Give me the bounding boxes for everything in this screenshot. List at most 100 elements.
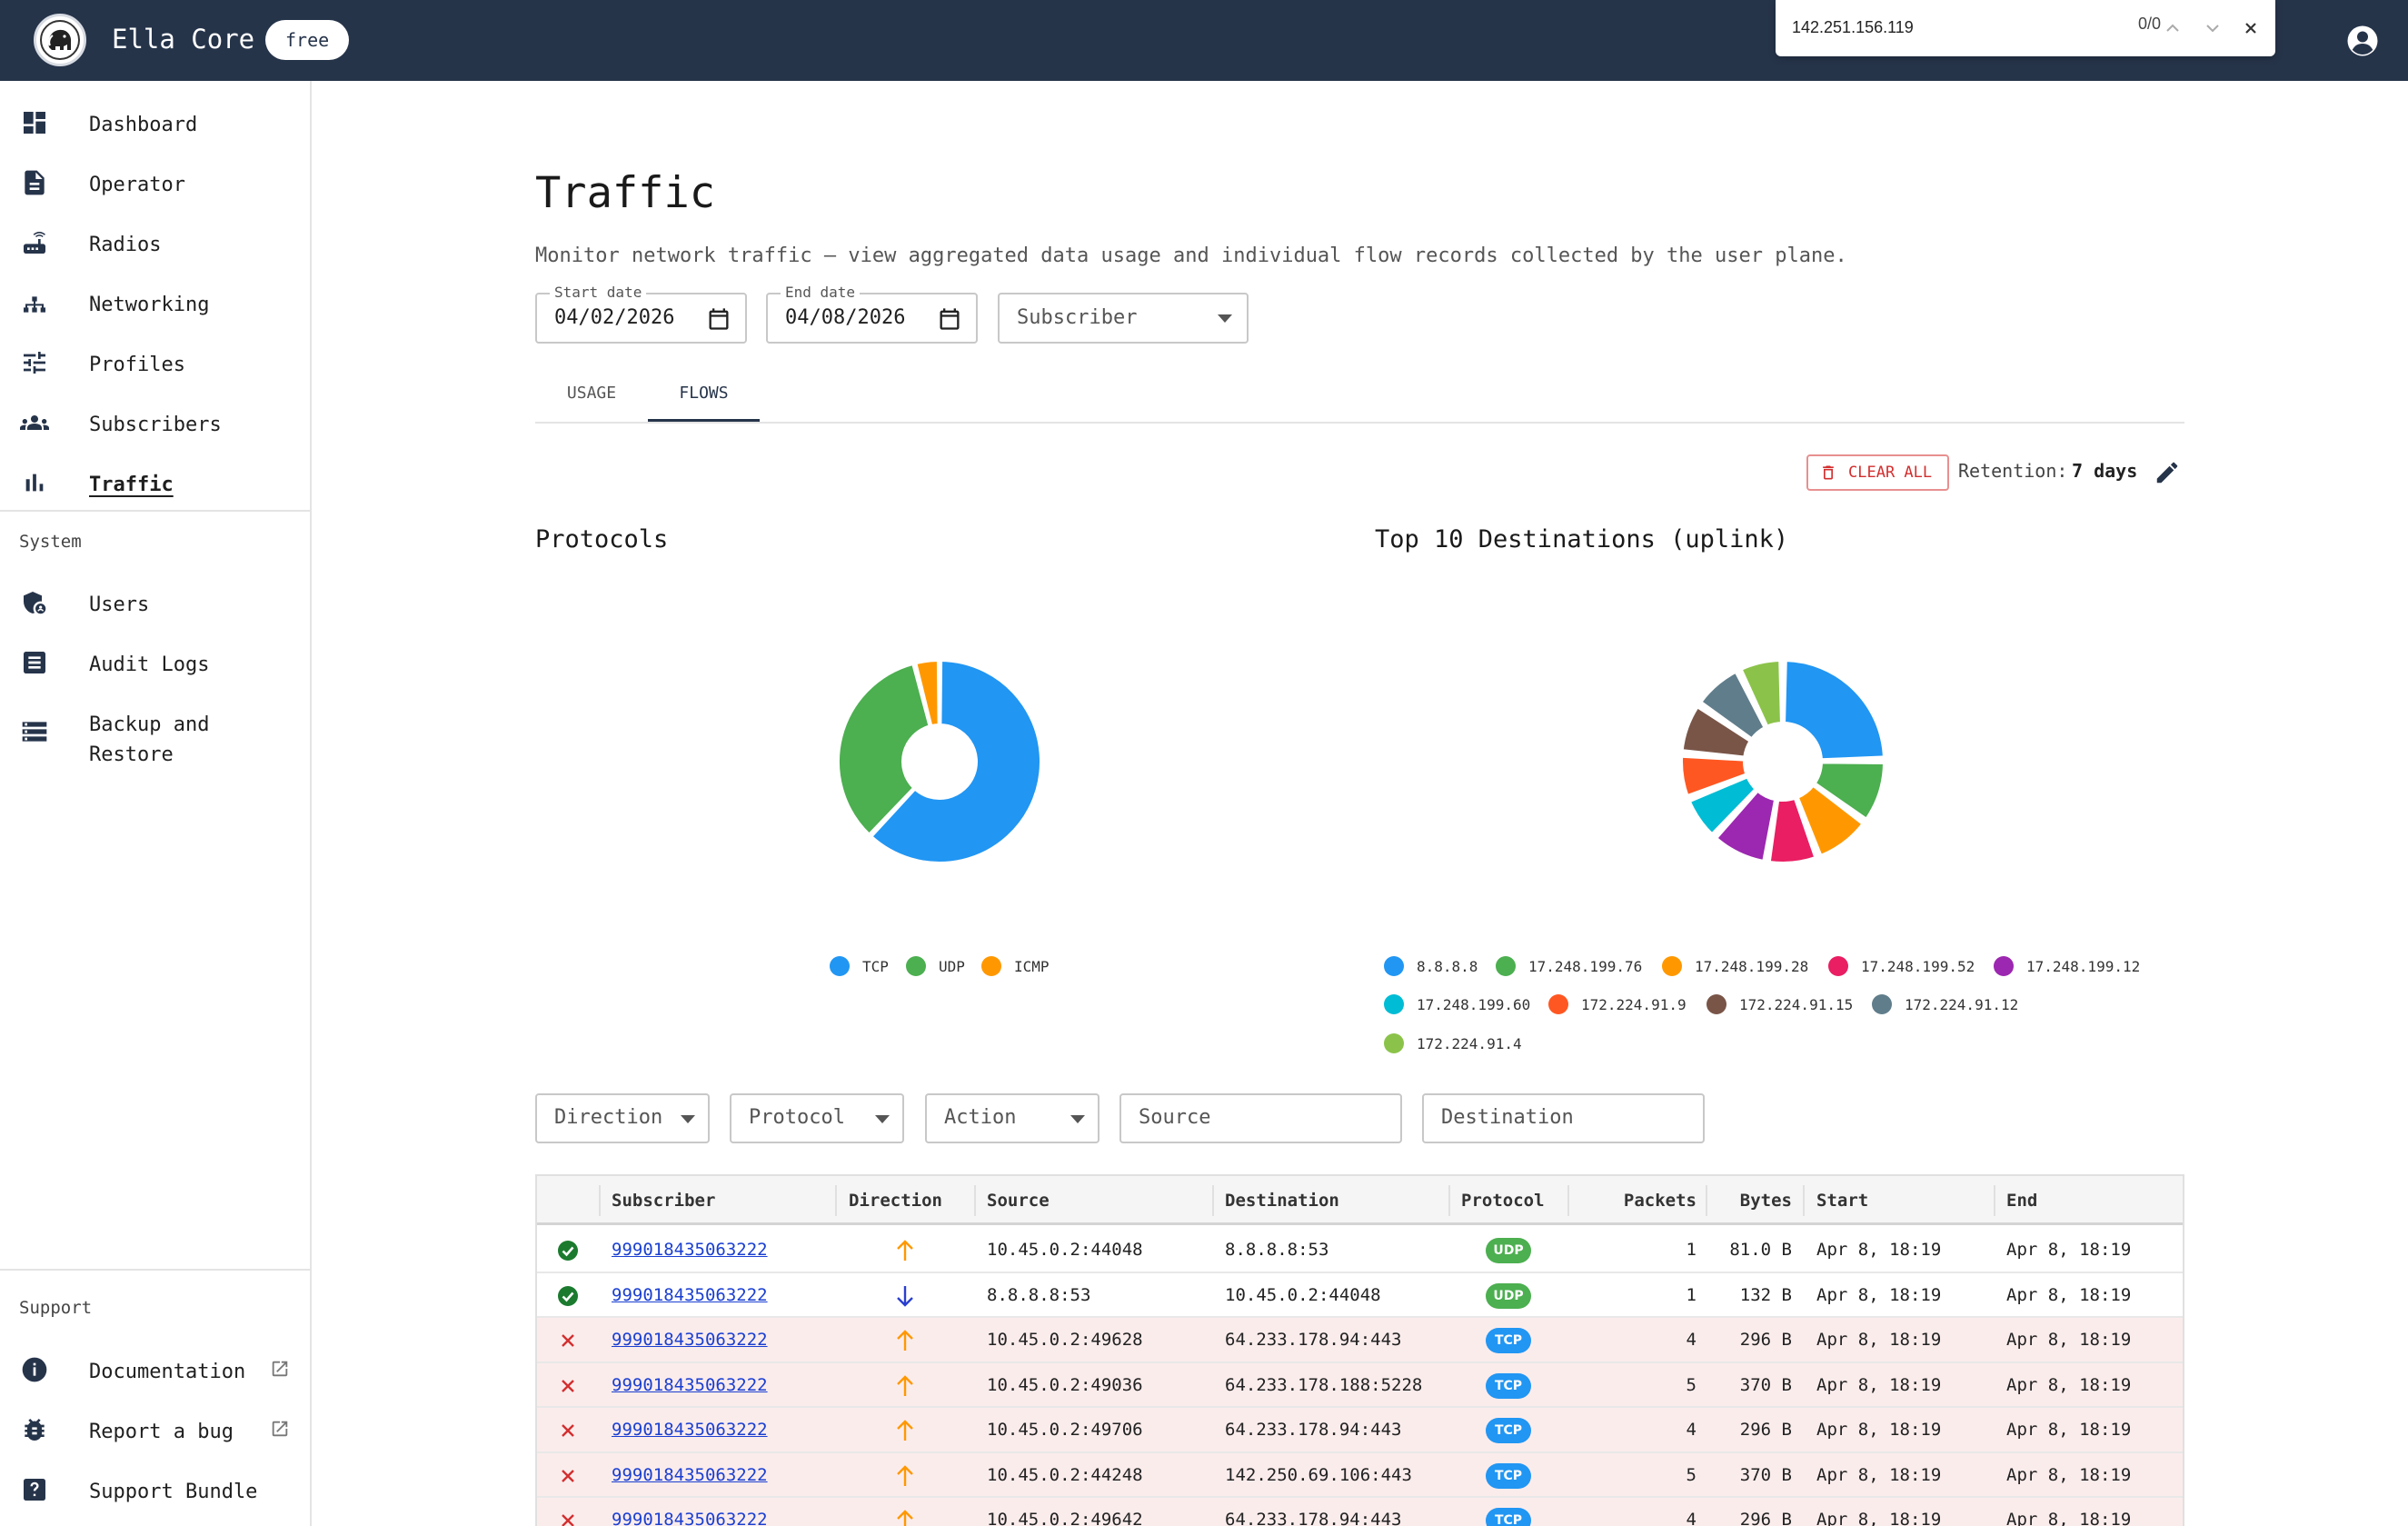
legend-item[interactable]: 17.248.199.60 — [1384, 993, 1530, 1015]
pie-slice-17-248-199-28[interactable] — [1795, 783, 1866, 858]
account-circle-icon[interactable] — [2346, 25, 2379, 57]
column-header-destination[interactable]: Destination — [1225, 1191, 1339, 1211]
subscriber-link[interactable]: 999018435063222 — [612, 1284, 768, 1305]
find-next-button[interactable] — [2197, 13, 2228, 44]
sidebar-divider — [0, 510, 310, 512]
legend-item[interactable]: 17.248.199.76 — [1496, 955, 1642, 977]
sidebar-item-radios[interactable]: Radios — [0, 214, 310, 268]
find-previous-button[interactable] — [2157, 13, 2188, 44]
legend-item[interactable]: 172.224.91.9 — [1548, 993, 1687, 1015]
legend-item[interactable]: 172.224.91.12 — [1872, 993, 2018, 1015]
sidebar-item-users[interactable]: Users — [0, 573, 310, 628]
pie-slice-8-8-8-8[interactable] — [1782, 658, 1886, 763]
pie-slice-17-248-199-52[interactable] — [1766, 795, 1818, 865]
sidebar-item-support-bundle[interactable]: Support Bundle — [0, 1461, 310, 1515]
legend-item[interactable]: 17.248.199.12 — [1994, 955, 2140, 977]
pie-slice-icmp[interactable] — [913, 658, 941, 729]
start-cell: Apr 8, 18:19 — [1816, 1330, 1942, 1350]
sidebar-item-audit-logs[interactable]: Audit Logs — [0, 633, 310, 688]
subscriber-link[interactable]: 999018435063222 — [612, 1240, 768, 1260]
table-row[interactable]: 999018435063222 10.45.0.2:49642 64.233.178… — [537, 1498, 2183, 1526]
tab-usage[interactable]: USAGE — [566, 384, 617, 403]
end-cell: Apr 8, 18:19 — [2006, 1284, 2132, 1305]
table-row[interactable]: 999018435063222 10.45.0.2:49628 64.233.178… — [537, 1318, 2183, 1363]
destination-cell: 64.233.178.94:443 — [1225, 1420, 1402, 1440]
column-header-end[interactable]: End — [2006, 1191, 2038, 1211]
table-row[interactable]: 999018435063222 10.45.0.2:49036 64.233.178… — [537, 1362, 2183, 1408]
app-title: Ella Core — [112, 24, 255, 55]
legend-item[interactable]: ICMP — [981, 955, 1050, 977]
legend-swatch — [1994, 956, 2014, 976]
sidebar-item-documentation[interactable]: Documentation — [0, 1341, 310, 1395]
legend-item[interactable]: TCP — [830, 955, 889, 977]
sidebar-item-report-bug[interactable]: Report a bug — [0, 1401, 310, 1455]
arrow-up-icon — [897, 1240, 913, 1261]
column-header-bytes[interactable]: Bytes — [1739, 1191, 1792, 1211]
protocol-chip: TCP — [1486, 1418, 1531, 1443]
action-filter[interactable]: Action — [925, 1093, 1100, 1143]
table-row[interactable]: 999018435063222 10.45.0.2:44048 8.8.8.8:53… — [537, 1228, 2183, 1273]
calendar-icon[interactable] — [706, 306, 731, 332]
column-header-start[interactable]: Start — [1816, 1191, 1869, 1211]
table-row[interactable]: 999018435063222 10.45.0.2:49706 64.233.178… — [537, 1408, 2183, 1453]
start-cell: Apr 8, 18:19 — [1816, 1284, 1942, 1305]
destination-filter-input[interactable]: Destination — [1422, 1093, 1705, 1143]
tab-flows[interactable]: FLOWS — [648, 365, 760, 422]
subscriber-link[interactable]: 999018435063222 — [612, 1464, 768, 1485]
subscriber-select[interactable]: Subscriber — [998, 293, 1249, 344]
calendar-icon[interactable] — [937, 306, 962, 332]
column-header-source[interactable]: Source — [987, 1191, 1050, 1211]
column-header-subscriber[interactable]: Subscriber — [612, 1191, 716, 1211]
table-row[interactable]: 999018435063222 10.45.0.2:44248 142.250.69… — [537, 1452, 2183, 1498]
pie-slice-172-224-91-15[interactable] — [1679, 704, 1753, 760]
packets-cell: 4 — [1686, 1420, 1697, 1440]
sidebar-item-networking[interactable]: Networking — [0, 274, 310, 328]
pie-slice-17-248-199-60[interactable] — [1687, 774, 1758, 837]
find-input[interactable] — [1792, 13, 2092, 42]
sidebar-item-traffic[interactable]: Traffic — [0, 454, 310, 508]
pie-slice-172-224-91-9[interactable] — [1679, 753, 1749, 799]
legend-item[interactable]: 17.248.199.52 — [1828, 955, 1975, 977]
pie-slice-udp[interactable] — [836, 661, 932, 837]
column-header-direction[interactable]: Direction — [849, 1191, 942, 1211]
subscriber-link[interactable]: 999018435063222 — [612, 1330, 768, 1350]
subscriber-link[interactable]: 999018435063222 — [612, 1420, 768, 1440]
legend-item[interactable]: 172.224.91.4 — [1384, 1032, 1522, 1054]
close-icon — [562, 1379, 574, 1392]
pie-slice-tcp[interactable] — [869, 658, 1043, 865]
legend-item[interactable]: 8.8.8.8 — [1384, 955, 1478, 977]
protocol-chip: TCP — [1486, 1372, 1531, 1399]
dropdown-arrow-icon — [681, 1115, 695, 1123]
direction-filter[interactable]: Direction — [535, 1093, 710, 1143]
subscriber-link[interactable]: 999018435063222 — [612, 1374, 768, 1395]
sidebar-item-backup-restore[interactable]: Backup and Restore — [0, 693, 310, 770]
sidebar-item-subscribers[interactable]: Subscribers — [0, 394, 310, 448]
app-logo[interactable] — [34, 14, 86, 66]
protocol-filter-label: Protocol — [749, 1106, 845, 1129]
start-date-field[interactable]: Start date 04/02/2026 — [535, 284, 747, 344]
legend-item[interactable]: UDP — [906, 955, 965, 977]
source-filter-input[interactable]: Source — [1119, 1093, 1402, 1143]
sidebar-item-operator[interactable]: Operator — [0, 154, 310, 208]
pie-slice-17-248-199-76[interactable] — [1812, 760, 1886, 822]
sliders-icon — [24, 352, 45, 374]
sidebar-item-dashboard[interactable]: Dashboard — [0, 94, 310, 148]
table-row[interactable]: 999018435063222 8.8.8.8:53 10.45.0.2:44048… — [537, 1273, 2183, 1318]
legend-item[interactable]: 172.224.91.15 — [1706, 993, 1853, 1015]
sidebar-item-profiles[interactable]: Profiles — [0, 334, 310, 388]
column-header-protocol[interactable]: Protocol — [1461, 1191, 1545, 1211]
clear-all-button[interactable]: CLEAR ALL — [1806, 454, 1949, 491]
end-date-field[interactable]: End date 04/08/2026 — [766, 284, 978, 344]
protocol-chip: UDP — [1486, 1238, 1531, 1263]
legend-item[interactable]: 17.248.199.28 — [1662, 955, 1808, 977]
pie-slice-17-248-199-12[interactable] — [1714, 788, 1778, 864]
edit-pencil-icon[interactable] — [2154, 459, 2181, 486]
protocol-chip: UDP — [1486, 1282, 1531, 1309]
protocol-filter[interactable]: Protocol — [730, 1093, 904, 1143]
end-cell: Apr 8, 18:19 — [2006, 1464, 2132, 1485]
find-close-button[interactable] — [2235, 13, 2266, 44]
pie-slice-172-224-91-4[interactable] — [1738, 658, 1784, 729]
subscriber-link[interactable]: 999018435063222 — [612, 1510, 768, 1526]
pie-slice-172-224-91-12[interactable] — [1698, 669, 1767, 742]
column-header-packets[interactable]: Packets — [1623, 1191, 1697, 1211]
